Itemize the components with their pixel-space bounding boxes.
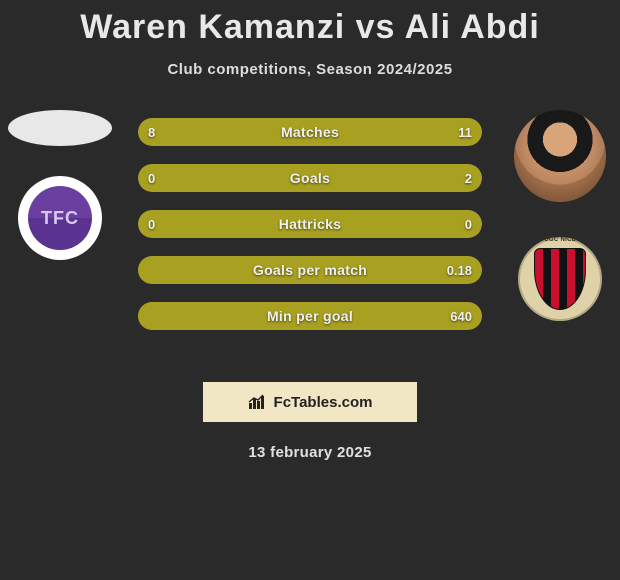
player1-column: TFC	[0, 110, 120, 260]
generated-date: 13 february 2025	[0, 444, 620, 461]
bars-icon	[248, 394, 268, 410]
player1-avatar	[8, 110, 112, 146]
subtitle: Club competitions, Season 2024/2025	[0, 61, 620, 78]
stat-value-right: 11	[458, 118, 472, 146]
page-title: Waren Kamanzi vs Ali Abdi	[0, 0, 620, 47]
nice-shield-icon	[534, 248, 586, 310]
stat-value-right: 640	[450, 302, 472, 330]
player2-club-badge	[518, 237, 602, 321]
player2-column	[510, 110, 610, 321]
stat-row: Min per goal640	[138, 302, 482, 330]
stat-value-left: 0	[148, 164, 155, 192]
stat-label: Goals per match	[138, 256, 482, 284]
stat-label: Matches	[138, 118, 482, 146]
stat-value-right: 0	[465, 210, 472, 238]
tfc-logo-text: TFC	[28, 186, 92, 250]
stat-label: Hattricks	[138, 210, 482, 238]
stat-value-right: 2	[465, 164, 472, 192]
stat-value-left: 0	[148, 210, 155, 238]
stat-bars: Matches811Goals02Hattricks00Goals per ma…	[138, 118, 482, 330]
stat-value-left: 8	[148, 118, 155, 146]
comparison-panel: TFC Matches811Goals02Hattricks00Goals pe…	[0, 110, 620, 360]
stat-row: Matches8 11	[138, 118, 482, 146]
player1-club-badge: TFC	[18, 176, 102, 260]
stat-row: Hattricks0 0	[138, 210, 482, 238]
stat-label: Goals	[138, 164, 482, 192]
brand-label: FcTables.com	[274, 394, 373, 411]
brand-watermark: FcTables.com	[203, 382, 417, 422]
stat-row: Goals per match0.18	[138, 256, 482, 284]
player2-avatar	[514, 110, 606, 202]
stat-label: Min per goal	[138, 302, 482, 330]
stat-value-right: 0.18	[447, 256, 472, 284]
stat-row: Goals0 2	[138, 164, 482, 192]
